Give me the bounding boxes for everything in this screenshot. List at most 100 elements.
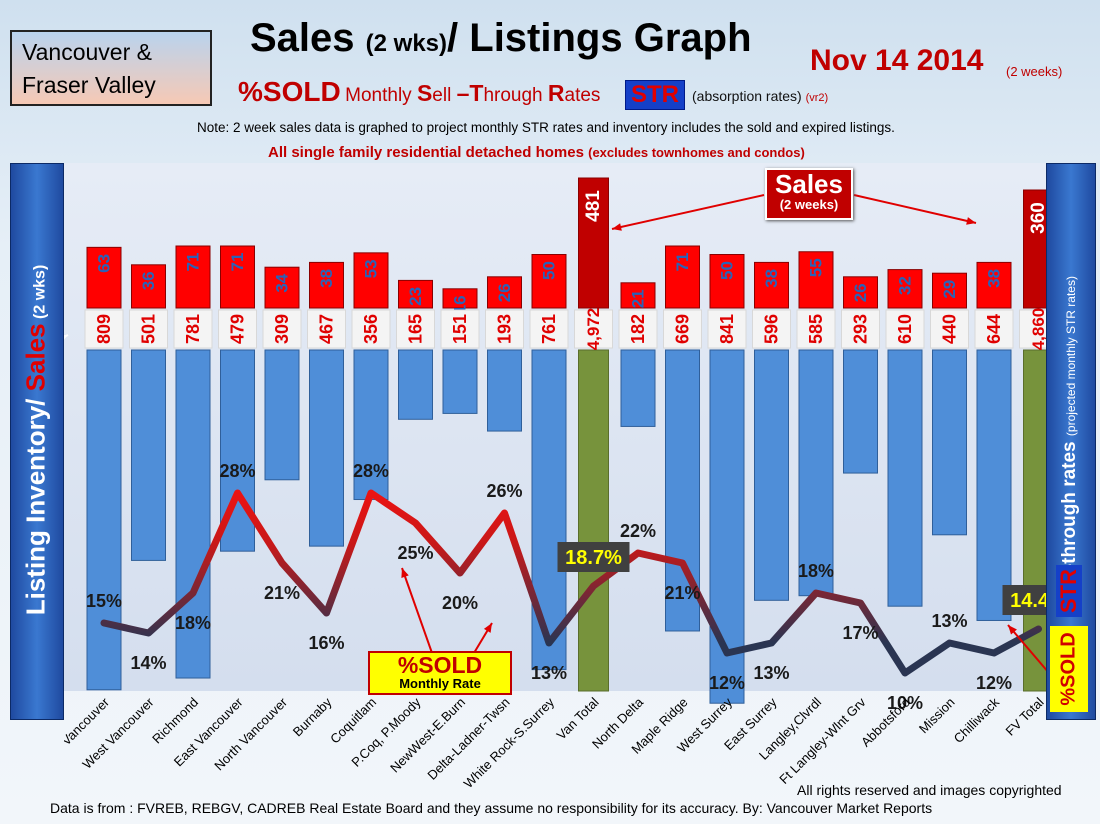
sales-bar — [398, 279, 433, 309]
total-rate-label-box — [1002, 585, 1046, 615]
inventory-label: 4,860 — [1029, 308, 1046, 351]
sales-bar — [487, 276, 522, 309]
rate-label: 28% — [353, 461, 389, 481]
inventory-label-box — [1019, 309, 1046, 349]
sales-label: 34 — [273, 273, 292, 292]
sales-callout-sub: (2 weeks) — [779, 197, 839, 212]
rate-label: 26% — [486, 481, 522, 501]
sales-bar — [578, 177, 609, 309]
category-label: Ft Langley-Wlnt Grv — [776, 694, 869, 787]
title-tail: / Listings Graph — [447, 16, 752, 60]
left-axis-banner — [10, 163, 64, 720]
sales-bar — [86, 246, 122, 309]
sales-bar — [843, 276, 878, 309]
chart-svg: 63 809 36 501 71 781 71 479 34 309 38 467 53 356 23 165… — [64, 177, 1046, 791]
sales-bar — [309, 261, 344, 309]
inventory-label: 440 — [940, 314, 960, 344]
absorption-text: (absorption rates) — [692, 88, 802, 104]
category-label: Chilliwack — [951, 694, 1003, 746]
methodology-note: Note: 2 week sales data is graphed to pr… — [197, 120, 895, 135]
left-label-inventory: Listing Inventory/ — [20, 391, 51, 616]
sold-callout-sub: Monthly Rate — [399, 676, 481, 691]
scope-small: (excludes townhomes and condos) — [588, 145, 805, 160]
sales-bar — [220, 245, 255, 309]
inventory-label: 809 — [94, 314, 114, 344]
sold-arrow-up — [401, 567, 433, 654]
sold-callout-title: %SOLD — [397, 652, 483, 678]
sales-arrow-left-head — [612, 223, 622, 231]
sales-bar — [442, 288, 478, 309]
sales-bar — [976, 261, 1012, 309]
inventory-label: 669 — [673, 314, 693, 344]
rate-label: 13% — [753, 663, 789, 683]
absorption-note: (absorption rates) (vr2) — [692, 88, 828, 104]
scope-main: All single family residential detached h… — [268, 144, 584, 161]
version-text: (vr2) — [805, 92, 829, 104]
sales-bar — [665, 245, 700, 309]
sales-bar — [887, 269, 923, 309]
inventory-label-box — [485, 309, 524, 349]
rate-label: 20% — [442, 593, 478, 613]
inventory-label: 4,972 — [584, 308, 603, 351]
inventory-label: 479 — [228, 314, 248, 344]
subtitle-cap-t: –T — [456, 80, 484, 106]
total-sold-arrow-head — [1008, 625, 1017, 635]
chart-title: Sales (2 wks)/ Listings Graph — [250, 16, 752, 61]
inventory-label-box — [841, 309, 880, 349]
data-source-note: Data is from : FVREB, REBGV, CADREB Real… — [50, 800, 933, 816]
inventory-bar — [709, 349, 745, 704]
inventory-label-box — [885, 309, 925, 349]
sales-bar — [353, 252, 389, 309]
inventory-bar — [798, 349, 834, 597]
sales-label: 38 — [762, 269, 781, 288]
region-line-1: Vancouver & — [22, 39, 152, 65]
inventory-label-box — [262, 309, 302, 349]
inventory-label-box — [974, 309, 1014, 349]
sales-bar — [620, 282, 656, 309]
sales-label: 38 — [985, 269, 1004, 288]
sales-label: 50 — [540, 261, 559, 280]
region-line-2: Fraser Valley — [22, 72, 156, 98]
inventory-bar — [754, 349, 789, 601]
total-rate-label: 14.4% — [1010, 590, 1046, 612]
inventory-label-box — [752, 309, 791, 349]
inventory-label: 501 — [139, 314, 159, 344]
inventory-label: 644 — [984, 314, 1004, 344]
sales-label: 38 — [317, 269, 336, 288]
total-rate-label-box — [557, 542, 630, 572]
rate-label: 25% — [397, 543, 433, 563]
inventory-bar — [131, 349, 166, 561]
inventory-label-box — [529, 309, 569, 349]
sales-label: 360 — [1028, 202, 1046, 234]
rate-label: 22% — [620, 521, 656, 541]
inventory-label: 165 — [406, 314, 426, 344]
inventory-label-box — [618, 309, 658, 349]
inventory-bar — [175, 349, 211, 679]
copyright-note: All rights reserved and images copyright… — [797, 782, 1062, 798]
inventory-label-box — [351, 309, 391, 349]
region-label-box: Vancouver & Fraser Valley — [10, 30, 212, 106]
right-str-text: STR — [1056, 569, 1081, 613]
inventory-bar — [578, 349, 609, 692]
inventory-label: 356 — [361, 314, 381, 344]
inventory-bar — [843, 349, 878, 474]
sales-callout: Sales (2 weeks) — [765, 168, 853, 220]
right-str-badge: STR — [1056, 565, 1082, 617]
inventory-label: 781 — [183, 314, 203, 344]
subtitle-word-1: Monthly — [345, 85, 417, 106]
category-label: White Rock-S.Surrey — [461, 694, 558, 791]
inventory-label-box — [129, 309, 168, 349]
inventory-label-box — [707, 309, 747, 349]
inventory-label-box — [663, 309, 702, 349]
inventory-label-box — [574, 309, 613, 349]
inventory-pointer-arrow-head — [64, 335, 68, 340]
report-date: Nov 14 2014 — [810, 44, 984, 77]
inventory-bar — [264, 349, 300, 481]
sales-bar — [531, 254, 567, 309]
sales-label: 71 — [673, 253, 692, 272]
subtitle-cap-r: R — [547, 80, 565, 106]
total-rate-label: 18.7% — [565, 547, 622, 569]
rate-label: 12% — [709, 673, 745, 693]
inventory-label-box — [440, 309, 480, 349]
sold-arrow-right-head — [483, 623, 492, 633]
